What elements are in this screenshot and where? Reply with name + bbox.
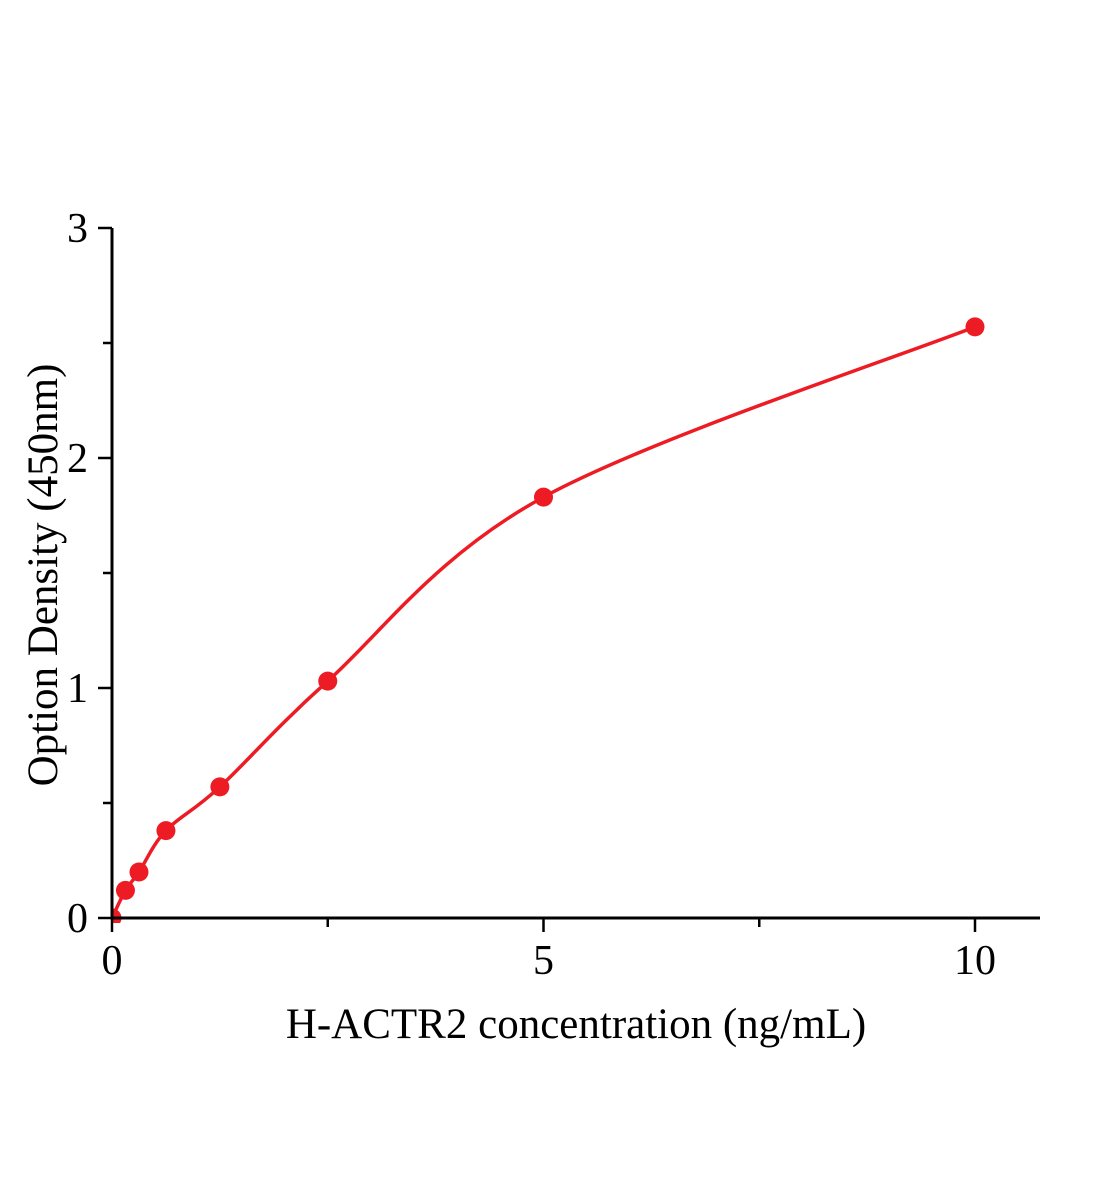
x-axis-label: H-ACTR2 concentration (ng/mL): [285, 1001, 867, 1048]
data-point: [129, 862, 149, 882]
data-point: [156, 821, 176, 841]
y-tick-label: 1: [67, 666, 88, 712]
axis-frame: [110, 228, 1040, 920]
data-point: [115, 880, 135, 900]
y-tick-label: 0: [67, 896, 88, 942]
y-axis-label: Option Density (450nm): [20, 363, 67, 787]
data-point: [965, 317, 985, 337]
y-tick-label: 2: [67, 436, 88, 482]
axes: [110, 228, 1040, 920]
data-point: [318, 671, 338, 691]
data-series: [111, 317, 985, 923]
x-tick-label: 10: [954, 938, 996, 984]
x-tick-label: 5: [533, 938, 554, 984]
tick-marks: [98, 226, 977, 932]
y-tick-label: 3: [67, 206, 88, 252]
data-point: [210, 777, 230, 797]
x-tick-label: 0: [102, 938, 123, 984]
fit-curve: [111, 325, 976, 919]
data-point: [534, 487, 553, 507]
tick-labels: 0 5 10 0 1 2 3: [67, 206, 996, 984]
